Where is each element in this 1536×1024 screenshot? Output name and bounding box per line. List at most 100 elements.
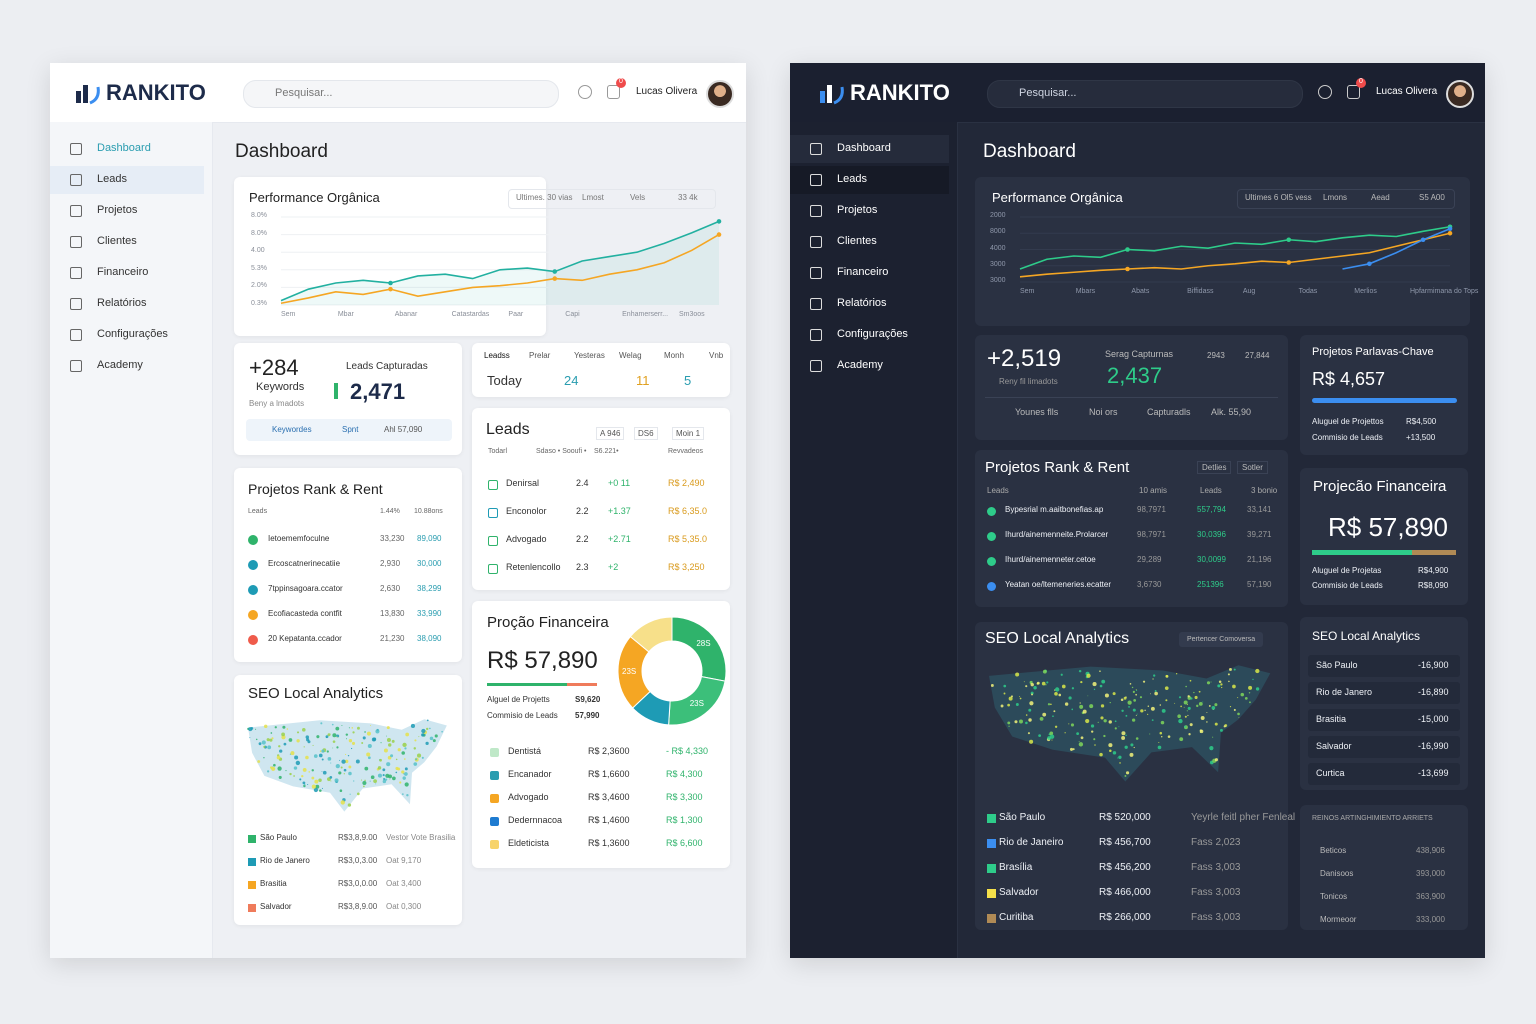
map-dot	[278, 775, 282, 779]
map-dot	[404, 772, 408, 776]
nav-item[interactable]: Configurações	[97, 328, 168, 340]
card-title: Projetos Parlavas-Chave	[1312, 346, 1434, 358]
nav-item[interactable]: Financeiro	[837, 266, 889, 278]
nav-item[interactable]: Relatórios	[837, 297, 887, 309]
map-dot	[1079, 704, 1084, 709]
map-dot	[313, 787, 319, 793]
cell: R$ 4,300	[666, 769, 703, 779]
map-dot	[1068, 696, 1072, 700]
nav-item[interactable]: Configurações	[837, 328, 908, 340]
map-dot	[404, 767, 408, 771]
map-dot	[1149, 693, 1151, 695]
map-dot	[266, 770, 270, 773]
map-dot	[364, 779, 366, 782]
col-head: Sdaso • Sooufi •	[536, 448, 587, 455]
map-dot	[1255, 687, 1260, 691]
graphic	[617, 616, 727, 726]
cell: 2.2	[576, 506, 589, 516]
cell: Dedernnacoa	[508, 815, 563, 825]
map-dot	[1187, 706, 1191, 710]
map-dot	[266, 738, 270, 742]
cell: 2.4	[576, 478, 589, 488]
search-box[interactable]	[243, 80, 559, 108]
map-dot	[1086, 673, 1091, 678]
nav-item[interactable]: Relatórios	[97, 297, 147, 309]
cell: R$3,0,0.00	[338, 879, 378, 888]
nav-icon	[810, 267, 822, 279]
nav-item[interactable]: Dashboard	[97, 142, 151, 154]
card-title: SEO Local Analytics	[985, 630, 1130, 647]
nav-item[interactable]: Clientes	[97, 235, 137, 247]
map-dot	[362, 781, 367, 786]
cell: 57,990	[575, 711, 600, 720]
map-dot	[1159, 704, 1162, 706]
map-dot	[326, 750, 329, 753]
line-series	[1019, 225, 1451, 270]
filter: Ultimes 6 Ol5 vess	[1245, 193, 1312, 202]
map-dot	[388, 774, 393, 779]
cell: 33,230	[380, 534, 405, 543]
map-dot	[319, 789, 322, 792]
nav-item[interactable]: Leads	[97, 173, 127, 185]
map-dot	[1090, 724, 1095, 728]
cell: 57,190	[1247, 580, 1272, 589]
row-icon	[490, 794, 499, 803]
cell: 363,900	[1416, 892, 1445, 901]
search-box[interactable]	[987, 80, 1303, 108]
nav-item[interactable]: Academy	[97, 359, 143, 371]
button[interactable]: Pertencer Comoversa	[1179, 632, 1264, 647]
nav-highlight	[790, 135, 949, 163]
badge	[1356, 78, 1366, 88]
card-title: Projecão Financeira	[1313, 478, 1447, 495]
line-series	[1019, 232, 1451, 278]
nav-item[interactable]: Academy	[837, 359, 883, 371]
map-dot	[307, 783, 309, 786]
nav-item[interactable]: Financeiro	[97, 266, 149, 278]
map-dot	[1121, 731, 1126, 736]
map-dot	[375, 783, 377, 785]
graphic	[1019, 216, 1453, 283]
map-dot	[1135, 693, 1137, 696]
map-dot	[279, 749, 283, 753]
map-dot	[362, 736, 366, 740]
cell: -13,699	[1418, 768, 1449, 778]
map-dot	[1058, 693, 1062, 697]
map-dot	[1164, 686, 1169, 691]
map-dot	[1127, 700, 1132, 705]
cell: Advogado	[508, 792, 549, 802]
cell: R$4,900	[1418, 566, 1449, 575]
nav-item[interactable]: Projetos	[837, 204, 878, 216]
map-dot	[1118, 755, 1122, 759]
nav-item[interactable]: Dashboard	[837, 142, 891, 154]
cell: Bypesrial m.aaitbonefias.ap	[1005, 505, 1104, 514]
row-dot	[248, 635, 258, 645]
nav-item[interactable]: Leads	[837, 173, 867, 185]
nav-icon	[810, 205, 822, 217]
map-dot	[1129, 752, 1134, 757]
map-dot	[1159, 731, 1163, 735]
map-dot	[293, 775, 295, 777]
nav-item[interactable]: Clientes	[837, 235, 877, 247]
map-dot	[1028, 708, 1032, 712]
map-dot	[1179, 737, 1184, 742]
cell: Salvador	[999, 887, 1039, 898]
map-dot	[1054, 691, 1058, 696]
map-dot	[1119, 762, 1121, 764]
tab: Welag	[619, 351, 642, 360]
stat: 2943	[1207, 351, 1225, 360]
map-dot	[1227, 673, 1230, 676]
map-dot	[386, 738, 391, 742]
map-dot	[321, 758, 324, 761]
map-dot	[1093, 738, 1096, 741]
map-dot	[271, 737, 274, 740]
logo	[76, 91, 81, 103]
map-dot	[1135, 714, 1137, 716]
nav-item[interactable]: Projetos	[97, 204, 138, 216]
x-label: Mbars	[1075, 288, 1096, 295]
card-title: Proção Financeira	[487, 614, 609, 631]
map-dot	[1144, 709, 1146, 712]
map-dot	[369, 780, 371, 782]
cell: 21,230	[380, 634, 405, 643]
map-dot	[1187, 714, 1189, 717]
map-dot	[1132, 708, 1136, 712]
